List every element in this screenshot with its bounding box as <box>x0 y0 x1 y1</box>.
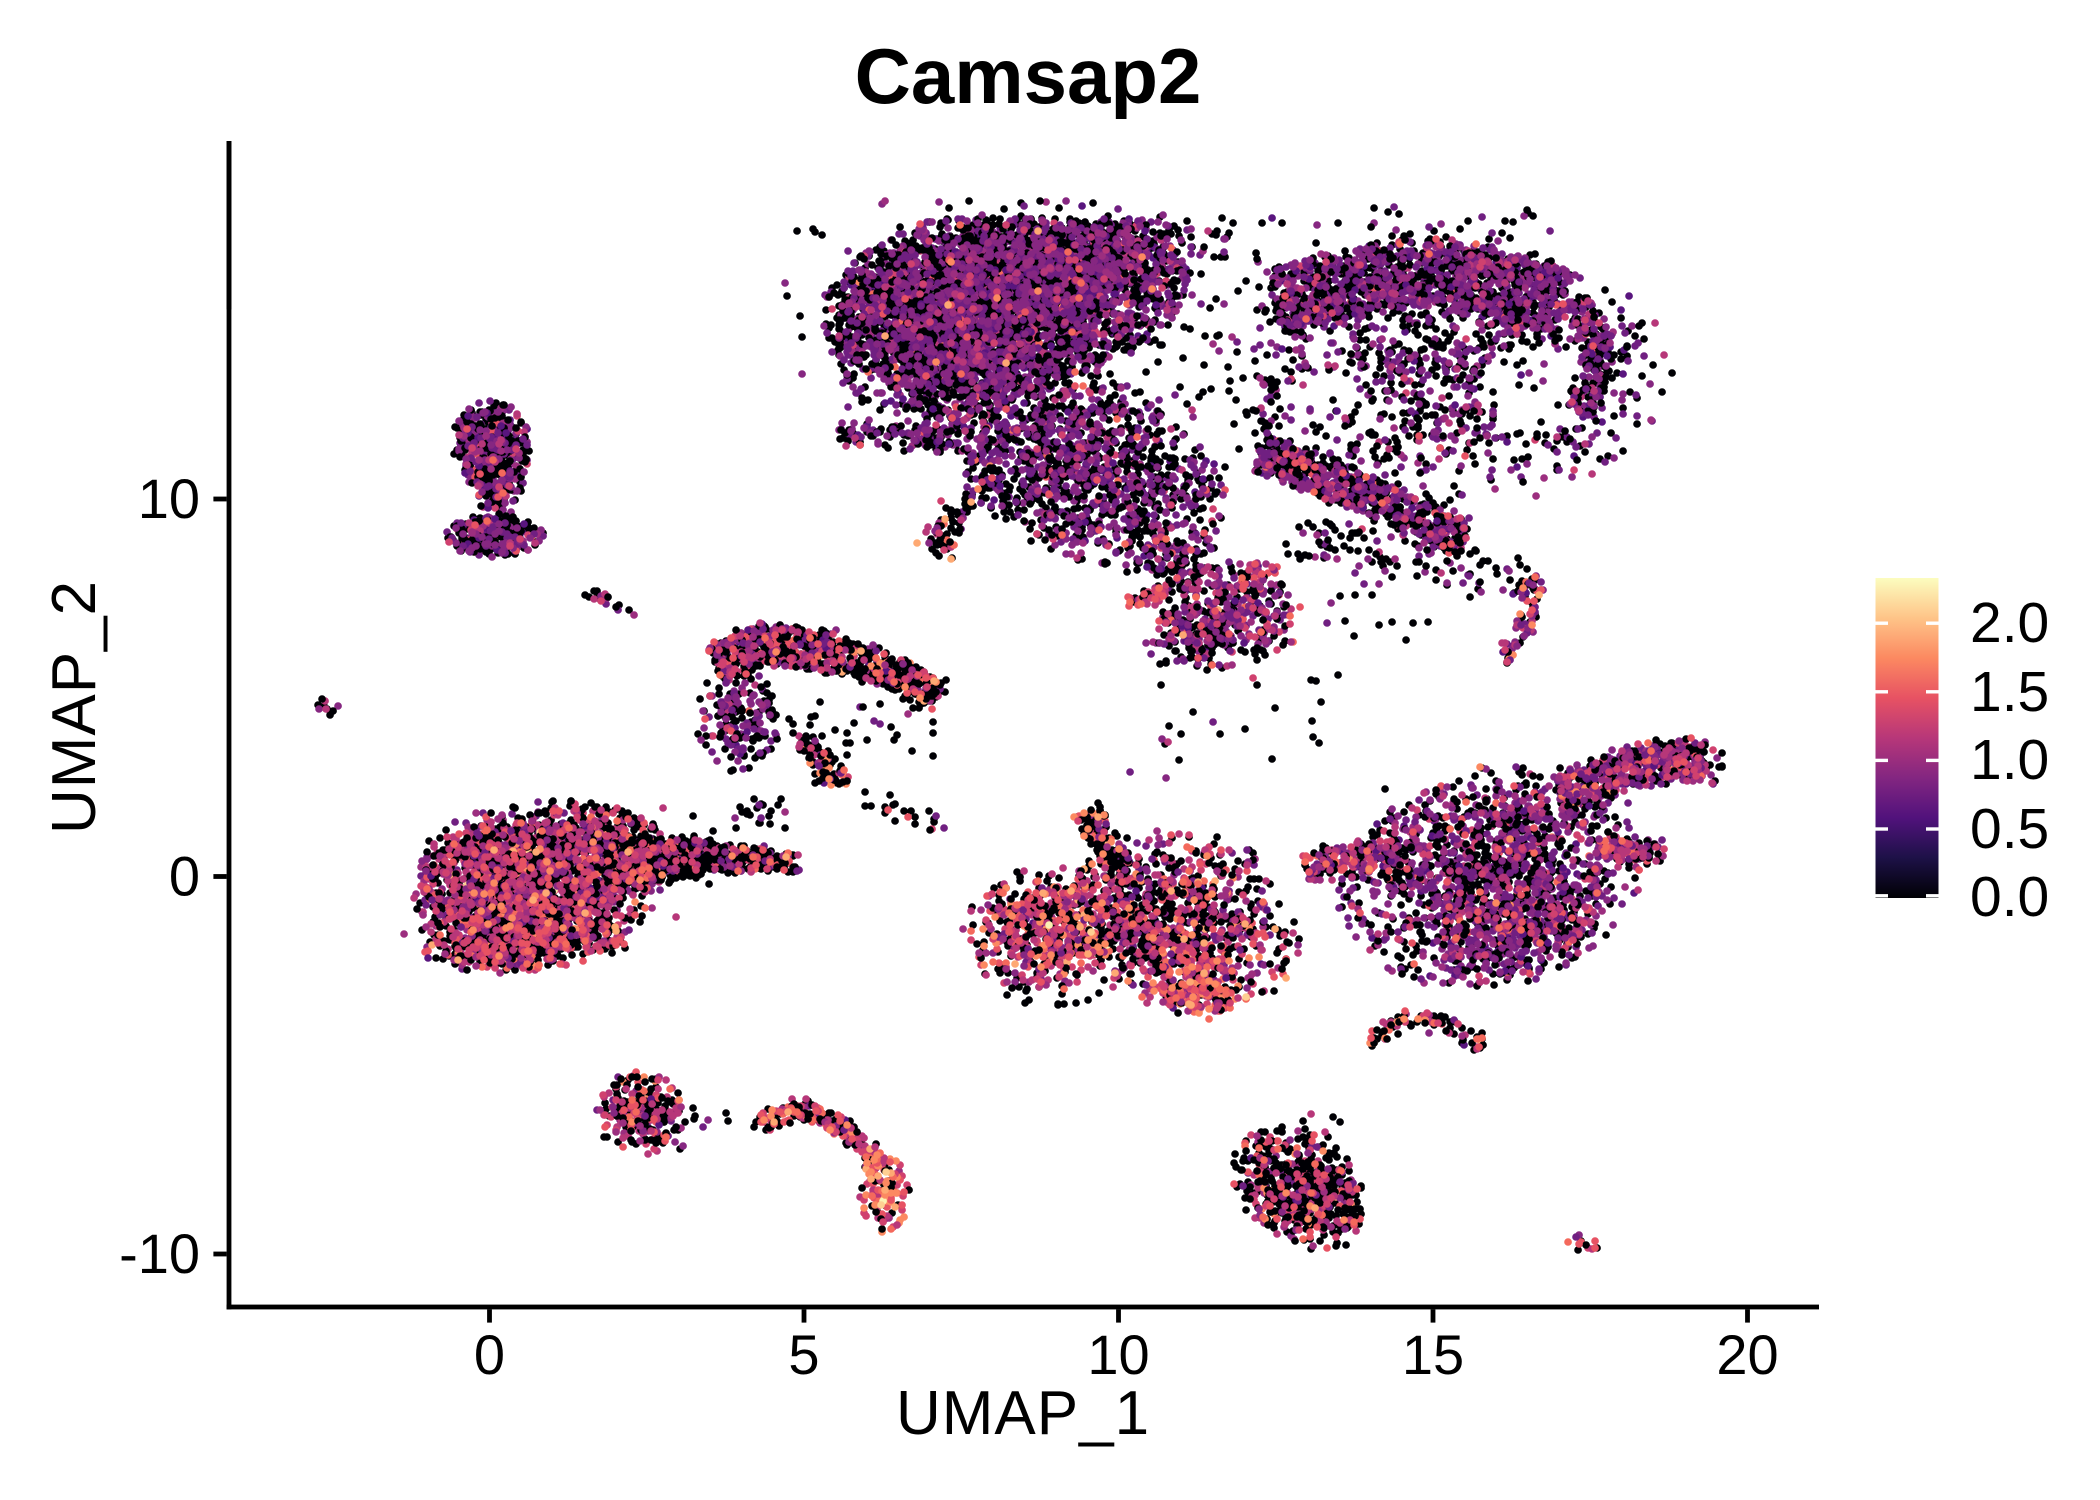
svg-text:0: 0 <box>169 845 200 908</box>
svg-text:0.0: 0.0 <box>1970 865 2049 929</box>
svg-text:15: 15 <box>1402 1323 1464 1386</box>
svg-text:UMAP_1: UMAP_1 <box>896 1379 1150 1448</box>
svg-text:0: 0 <box>474 1323 505 1386</box>
svg-text:10: 10 <box>138 467 200 530</box>
svg-text:-10: -10 <box>119 1222 200 1285</box>
svg-text:0.5: 0.5 <box>1970 797 2049 861</box>
svg-text:Camsap2: Camsap2 <box>855 32 1202 120</box>
svg-text:10: 10 <box>1087 1323 1149 1386</box>
svg-text:UMAP_2: UMAP_2 <box>40 580 109 834</box>
svg-text:5: 5 <box>788 1323 819 1386</box>
svg-text:1.5: 1.5 <box>1970 660 2049 724</box>
svg-text:20: 20 <box>1716 1323 1778 1386</box>
svg-text:1.0: 1.0 <box>1970 728 2049 792</box>
svg-text:2.0: 2.0 <box>1970 591 2049 655</box>
